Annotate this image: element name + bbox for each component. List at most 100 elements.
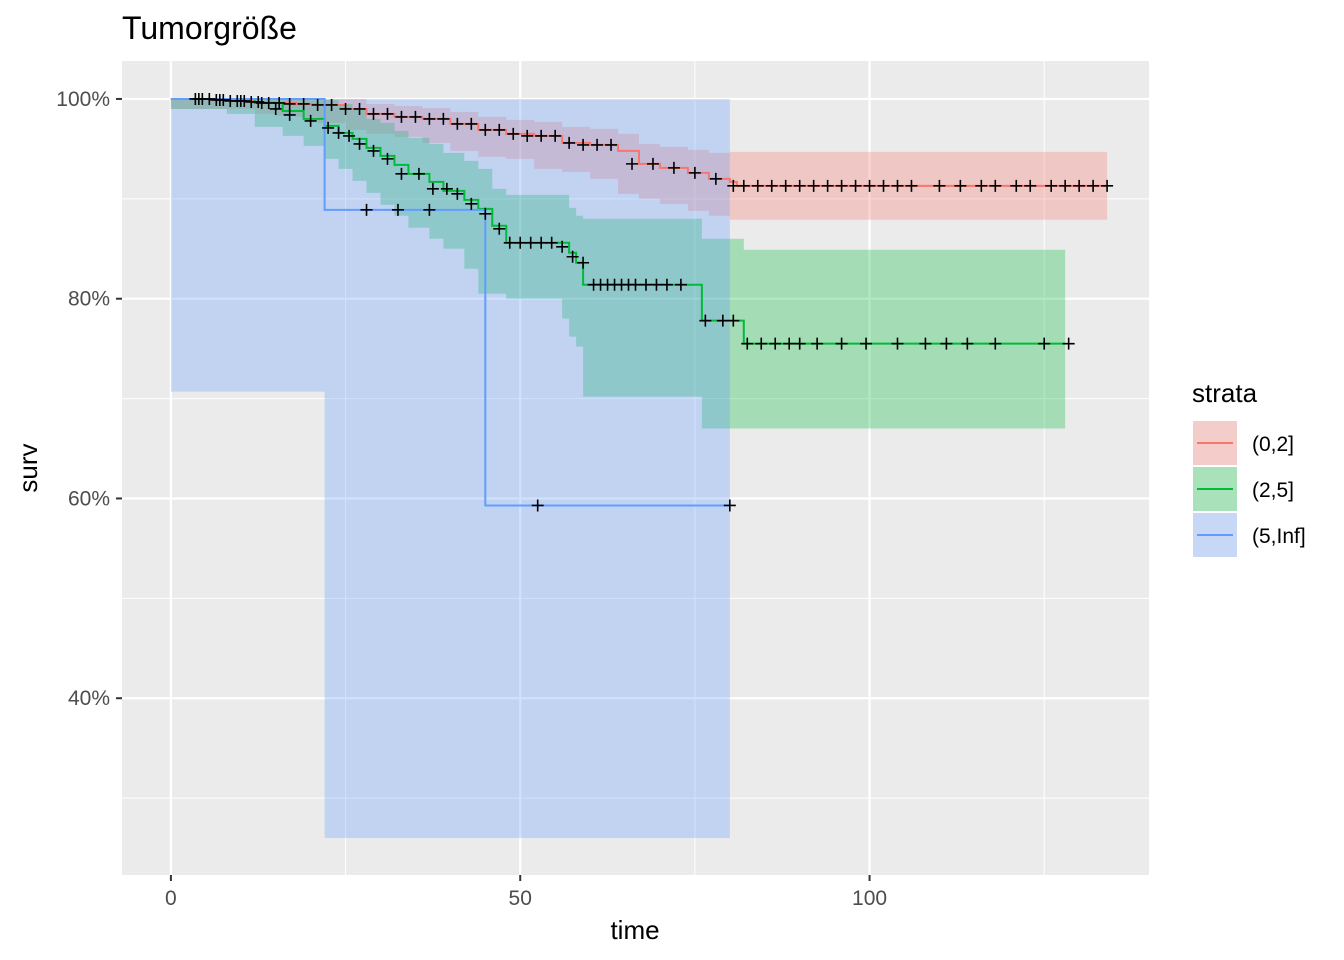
censor-mark-0-2 — [646, 157, 659, 170]
censor-mark-0-2 — [667, 161, 680, 174]
legend-label-2-5: (2,5] — [1252, 479, 1294, 502]
censor-mark-2-5 — [234, 94, 247, 107]
censor-mark-0-2 — [905, 179, 918, 192]
plot-panel — [122, 61, 1149, 875]
y-tick-label: 60% — [68, 487, 110, 510]
censor-mark-2-5 — [535, 236, 548, 249]
censor-mark-0-2 — [605, 138, 618, 151]
censor-mark-0-2 — [325, 98, 338, 111]
x-tick-label: 50 — [509, 887, 532, 910]
censor-mark-2-5 — [412, 167, 425, 180]
censor-mark-2-5 — [650, 278, 663, 291]
censor-mark-0-2 — [1073, 179, 1086, 192]
censor-mark-0-2 — [311, 98, 324, 111]
censor-mark-0-2 — [849, 179, 862, 192]
censor-mark-2-5 — [524, 236, 537, 249]
censor-mark-5-inf — [723, 499, 736, 512]
censor-mark-2-5 — [451, 187, 464, 200]
censor-mark-0-2 — [835, 179, 848, 192]
censor-mark-2-5 — [283, 108, 296, 121]
censor-mark-0-2 — [339, 102, 352, 115]
censor-mark-0-2 — [591, 138, 604, 151]
censor-mark-2-5 — [192, 92, 205, 105]
censor-mark-0-2 — [765, 179, 778, 192]
censor-mark-2-5 — [727, 314, 740, 327]
chart-title: Tumorgröße — [122, 10, 297, 46]
censor-mark-0-2 — [626, 157, 639, 170]
censor-mark-2-5 — [426, 182, 439, 195]
censor-mark-2-5 — [674, 278, 687, 291]
censor-mark-2-5 — [835, 337, 848, 350]
censor-mark-2-5 — [919, 337, 932, 350]
censor-mark-0-2 — [395, 110, 408, 123]
censor-mark-0-2 — [821, 179, 834, 192]
censor-mark-0-2 — [989, 179, 1002, 192]
censor-mark-2-5 — [629, 278, 642, 291]
censor-mark-0-2 — [353, 102, 366, 115]
censor-mark-2-5 — [961, 337, 974, 350]
censor-mark-2-5 — [493, 222, 506, 235]
censor-mark-0-2 — [563, 136, 576, 149]
censor-mark-0-2 — [577, 138, 590, 151]
minor-gridlines — [122, 61, 1149, 875]
censor-mark-2-5 — [545, 236, 558, 249]
censor-mark-0-2 — [409, 110, 422, 123]
censor-mark-2-5 — [255, 96, 268, 109]
censor-mark-2-5 — [465, 197, 478, 210]
censor-mark-0-2 — [203, 92, 216, 105]
censor-mark-0-2 — [465, 117, 478, 130]
censor-mark-5-inf — [423, 203, 436, 216]
censor-mark-0-2 — [1024, 179, 1037, 192]
censor-mark-2-5 — [699, 314, 712, 327]
censor-mark-2-5 — [891, 337, 904, 350]
censor-mark-0-2 — [793, 179, 806, 192]
censor-mark-2-5 — [989, 337, 1002, 350]
censor-mark-2-5 — [716, 314, 729, 327]
censor-mark-2-5 — [514, 236, 527, 249]
legend-label-5-inf: (5,Inf] — [1252, 525, 1306, 548]
censor-mark-2-5 — [940, 337, 953, 350]
censor-mark-0-2 — [479, 123, 492, 136]
y-tick-label: 100% — [56, 88, 110, 111]
censor-mark-2-5 — [556, 240, 569, 253]
censor-mark-0-2 — [933, 179, 946, 192]
censor-mark-0-2 — [381, 107, 394, 120]
censor-mark-2-5 — [395, 167, 408, 180]
censor-mark-0-2 — [975, 179, 988, 192]
y-tick-label: 40% — [68, 687, 110, 710]
censor-mark-2-5 — [381, 152, 394, 165]
y-axis-title: surv — [13, 443, 43, 492]
censor-mark-0-2 — [437, 112, 450, 125]
censor-mark-2-5 — [304, 114, 317, 127]
censor-mark-0-2 — [423, 112, 436, 125]
censor-mark-0-2 — [535, 129, 548, 142]
censor-mark-2-5 — [213, 93, 226, 106]
censor-mark-0-2 — [521, 129, 534, 142]
censor-mark-2-5 — [769, 337, 782, 350]
censor-mark-5-inf — [391, 203, 404, 216]
censor-mark-2-5 — [269, 102, 282, 115]
censor-mark-0-2 — [737, 179, 750, 192]
censor-mark-2-5 — [577, 256, 590, 269]
legend: strata (0,2] (2,5] (5,Inf] — [1192, 378, 1306, 557]
censor-mark-0-2 — [1087, 179, 1100, 192]
y-axis: 40% 60% 80% 100% — [56, 88, 122, 710]
censor-mark-0-2 — [1059, 179, 1072, 192]
censor-mark-2-5 — [755, 337, 768, 350]
censor-mark-0-2 — [891, 179, 904, 192]
censor-mark-0-2 — [709, 172, 722, 185]
x-tick-label: 100 — [852, 887, 887, 910]
x-axis: 0 50 100 — [165, 875, 887, 910]
y-tick-label: 80% — [68, 288, 110, 311]
censor-mark-0-2 — [954, 179, 967, 192]
censor-mark-2-5 — [1038, 337, 1051, 350]
censor-mark-2-5 — [353, 137, 366, 150]
censor-mark-2-5 — [440, 182, 453, 195]
censor-mark-0-2 — [549, 129, 562, 142]
censor-mark-0-2 — [1045, 179, 1058, 192]
censor-mark-2-5 — [660, 278, 673, 291]
censor-mark-0-2 — [727, 179, 740, 192]
censor-mark-0-2 — [451, 117, 464, 130]
censor-marks — [189, 92, 1114, 512]
